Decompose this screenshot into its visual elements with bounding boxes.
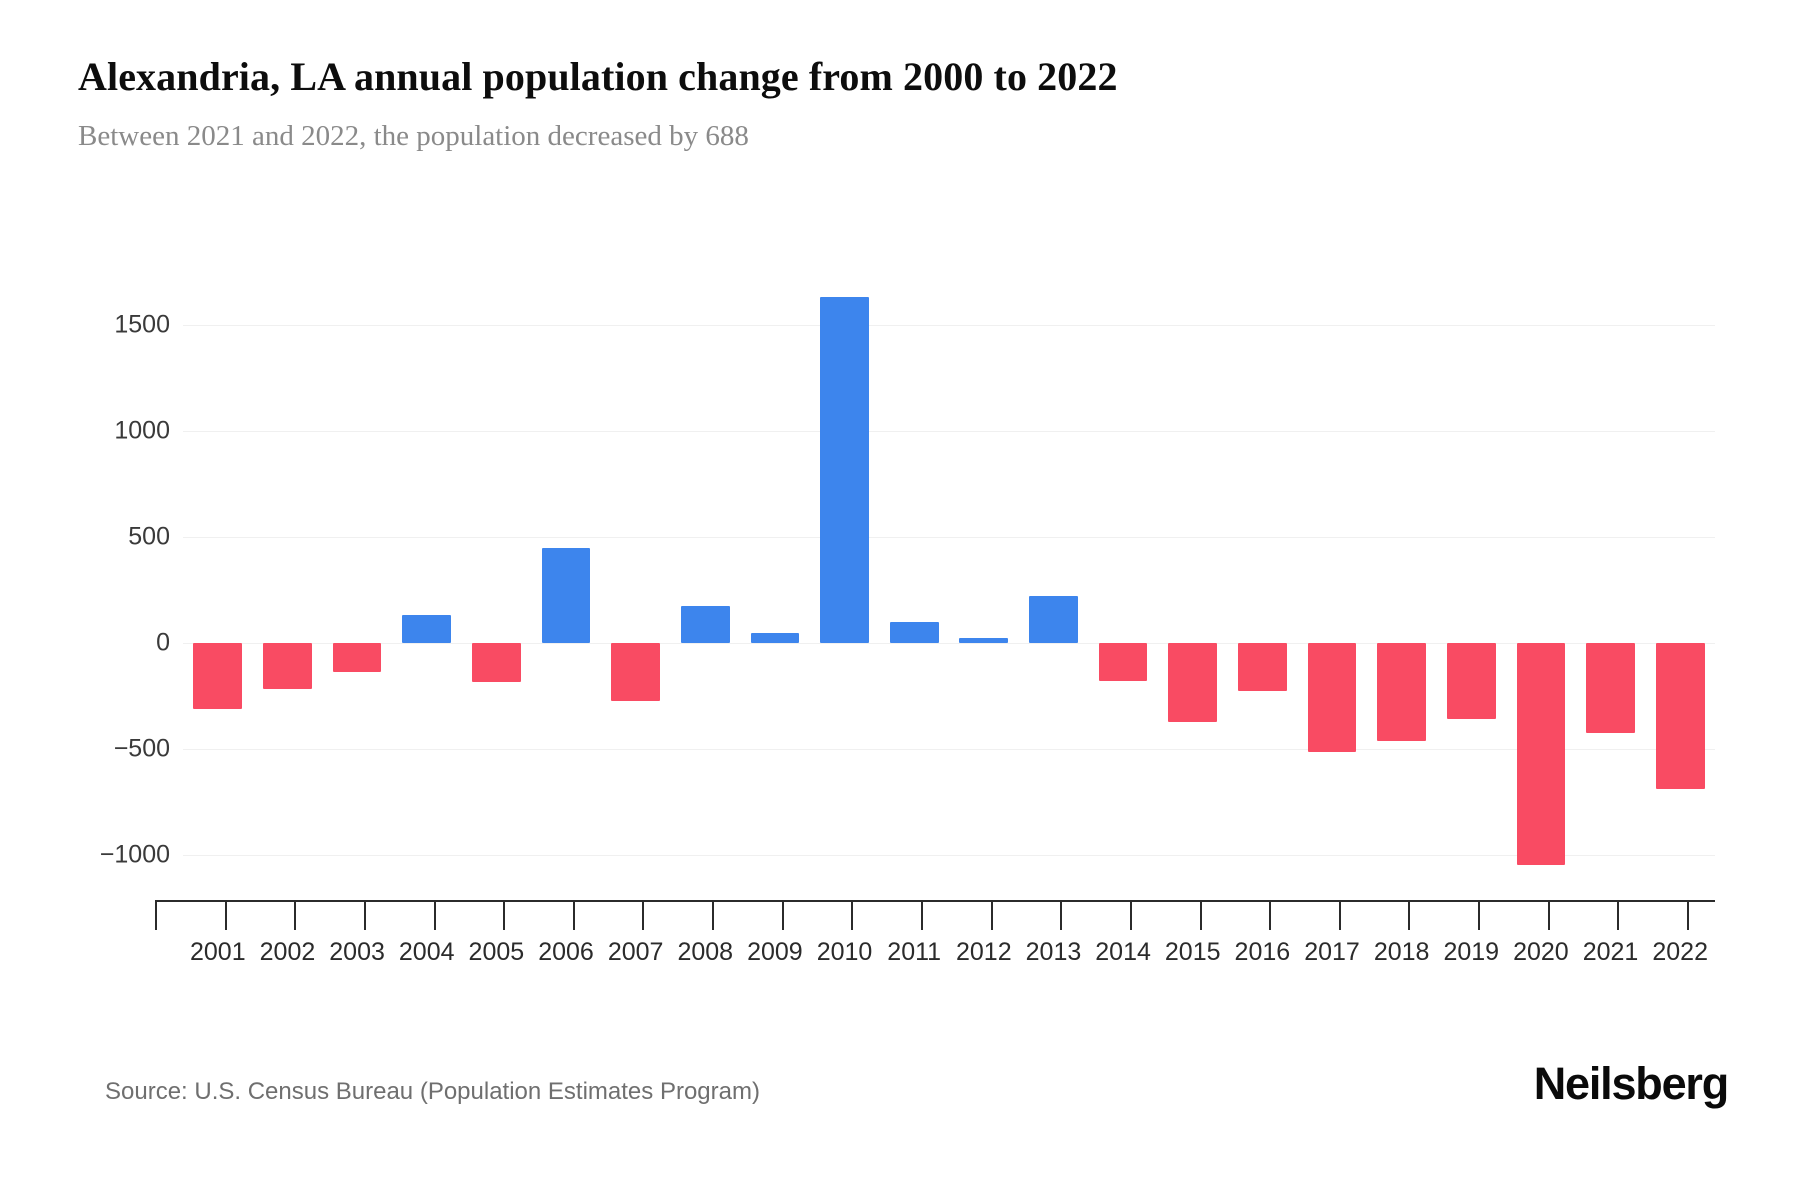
x-axis-tick [712, 902, 715, 930]
bar[interactable] [193, 643, 243, 709]
chart-header: Alexandria, LA annual population change … [78, 52, 1678, 156]
x-axis-tick-label: 2016 [1234, 938, 1291, 966]
x-axis-tick [1060, 902, 1063, 930]
x-axis-tick-label: 2019 [1443, 938, 1500, 966]
x-axis-tick [781, 902, 784, 930]
x-axis-tick [921, 902, 923, 930]
bar[interactable] [750, 633, 800, 643]
bar[interactable] [1098, 643, 1148, 681]
x-axis-tick-label: 2022 [1652, 938, 1708, 966]
source-note: Source: U.S. Census Bureau (Population E… [105, 1078, 760, 1105]
x-axis-tick [224, 902, 227, 930]
gridline [183, 537, 1715, 538]
x-axis-tick-label: 2007 [607, 938, 664, 966]
page-title: Alexandria, LA annual population change … [78, 54, 1118, 99]
x-axis-tick [294, 902, 297, 930]
x-axis-tick [433, 902, 436, 930]
bar[interactable] [332, 643, 382, 673]
x-axis-tick [503, 902, 506, 930]
x-axis-tick-label: 2006 [538, 938, 594, 966]
y-axis-tick-label: 500 [128, 522, 170, 551]
bar[interactable] [820, 297, 869, 643]
x-axis-tick-label: 2017 [1304, 938, 1360, 966]
x-axis-tick-label: 2012 [956, 938, 1012, 966]
x-axis-tick [1478, 902, 1481, 930]
bar[interactable] [680, 605, 730, 643]
x-axis-tick-label: 2009 [747, 938, 803, 966]
bar[interactable] [402, 615, 452, 643]
bar[interactable] [1446, 643, 1496, 719]
bar[interactable] [1586, 643, 1635, 734]
bar[interactable] [1168, 643, 1218, 722]
x-axis-tick-label: 2010 [816, 938, 873, 966]
y-axis-tick-label: 0 [156, 628, 170, 657]
x-axis-tick-label: 2014 [1095, 938, 1151, 966]
x-axis-tick [1687, 902, 1689, 930]
bar[interactable] [959, 638, 1009, 643]
x-axis-tick-label: 2003 [329, 938, 385, 966]
x-axis-tick-label: 2018 [1373, 938, 1430, 966]
bar-series [183, 297, 1715, 900]
brand-logo: Neilsberg [1533, 1058, 1729, 1109]
x-axis-tick [1269, 902, 1272, 930]
x-axis-tick-label: 2020 [1513, 938, 1569, 966]
bar[interactable] [263, 643, 312, 689]
gridline [183, 325, 1715, 326]
x-axis-tick-label: 2011 [887, 938, 942, 966]
x-axis-tick [1547, 902, 1550, 930]
x-axis-tick-label: 2015 [1164, 938, 1221, 966]
plot-area [183, 297, 1715, 900]
x-axis-tick [363, 902, 366, 930]
gridline [183, 643, 1715, 644]
x-axis-tick [1338, 902, 1341, 930]
x-axis-line [155, 900, 1715, 902]
x-axis-tick [572, 902, 575, 930]
x-axis-tick [1199, 902, 1202, 930]
x-axis-tick [155, 902, 157, 930]
bar[interactable] [1237, 643, 1287, 691]
gridline [183, 855, 1715, 856]
x-axis-tick [1408, 902, 1411, 930]
y-axis-tick-label: 1500 [114, 310, 170, 339]
bar[interactable] [1307, 643, 1357, 753]
x-axis-tick-label: 2002 [259, 938, 316, 966]
y-axis-tick-label: −500 [113, 734, 170, 763]
bar[interactable] [1516, 643, 1566, 865]
y-axis-tick-label: −1000 [99, 840, 170, 869]
bar[interactable] [1377, 643, 1426, 741]
y-axis-tick-label: 1000 [114, 416, 170, 445]
gridline [183, 749, 1715, 750]
bar[interactable] [1029, 596, 1078, 643]
x-axis-tick [990, 902, 993, 930]
bar[interactable] [1655, 643, 1705, 789]
x-axis-tick [1129, 902, 1132, 930]
x-axis-tick [642, 902, 645, 930]
bar[interactable] [471, 643, 521, 683]
bar[interactable] [611, 643, 660, 701]
x-axis-tick-label: 2008 [677, 938, 734, 966]
bar[interactable] [541, 548, 591, 643]
x-axis-tick-label: 2021 [1582, 938, 1639, 966]
bar[interactable] [889, 622, 939, 643]
chart-subtitle: Between 2021 and 2022, the population de… [78, 120, 749, 152]
y-axis-labels: 1500 1000 500 0 −500 −1000 [0, 0, 170, 1200]
x-axis-tick [851, 902, 854, 930]
x-axis-tick-label: 2013 [1025, 938, 1082, 966]
x-axis-tick-label: 2005 [468, 938, 525, 966]
x-axis-tick-label: 2001 [190, 938, 246, 966]
x-axis-tick-label: 2004 [398, 938, 455, 966]
x-axis-tick [1617, 902, 1620, 930]
gridline [183, 431, 1715, 432]
